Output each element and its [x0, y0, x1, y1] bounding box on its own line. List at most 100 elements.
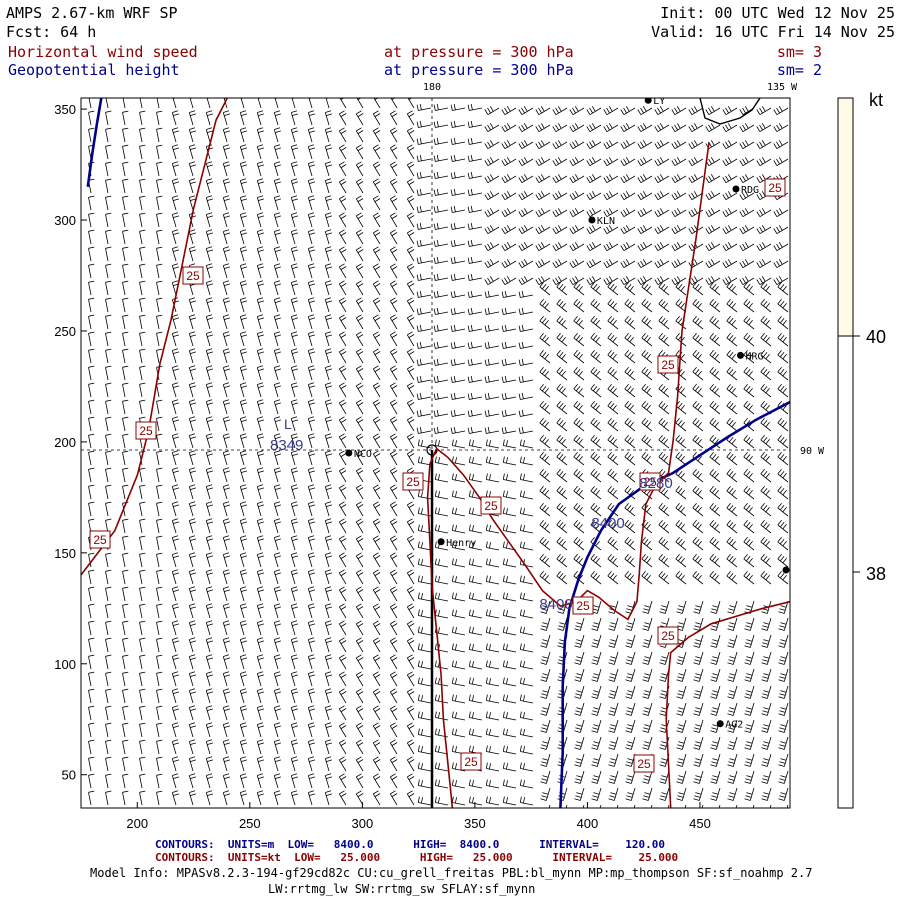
wind-barb [658, 451, 670, 466]
wind-barb [389, 416, 398, 432]
field2-name: Geopotential height [8, 61, 180, 79]
wind-barb [239, 229, 248, 245]
wind-barb [468, 439, 483, 449]
wind-barb [722, 123, 738, 133]
wind-barb [372, 195, 381, 211]
wind-barb [389, 144, 398, 160]
wind-barb [188, 671, 197, 687]
wind-barb [188, 654, 197, 670]
height-contour-line [559, 400, 790, 808]
wind-barb [105, 484, 112, 500]
wind-barb [726, 451, 738, 466]
wind-barb [573, 485, 585, 500]
wind-barb [389, 773, 398, 789]
wind-barb [501, 358, 517, 366]
wind-barb [502, 626, 517, 636]
wind-barb [171, 331, 180, 347]
wind-barb [205, 127, 214, 143]
wind-barb [256, 212, 265, 228]
wind-barb [417, 558, 432, 568]
wind-barb [307, 756, 316, 772]
wind-barb [139, 569, 146, 585]
wind-barb [338, 535, 347, 551]
wind-barb [417, 490, 432, 500]
wind-barb [372, 637, 381, 653]
wind-barb [502, 728, 517, 738]
wind-barb [256, 603, 265, 619]
wind-barb [518, 307, 534, 315]
wind-barb [222, 467, 231, 483]
wind-barb [290, 688, 299, 704]
wind-barb [692, 536, 704, 551]
wind-barb [535, 123, 551, 133]
wind-barb [692, 451, 704, 466]
wind-barb [372, 212, 381, 228]
wind-barb [416, 409, 432, 417]
wind-barb [406, 671, 415, 687]
wind-barb [290, 450, 299, 466]
wind-barb [450, 103, 466, 111]
wind-barb [139, 144, 146, 160]
wind-barb [105, 467, 112, 483]
wind-barb [290, 263, 299, 279]
wind-barb [692, 315, 704, 330]
wind-barb [171, 552, 180, 568]
wind-barb [188, 161, 197, 177]
wind-barb [485, 728, 500, 738]
wind-barb [467, 154, 483, 162]
wind-barb [338, 297, 347, 313]
wind-barb [756, 123, 772, 133]
wind-barb [739, 242, 755, 252]
wind-barb [122, 586, 129, 602]
wind-barb [406, 790, 415, 806]
wind-barb [574, 787, 585, 801]
wind-barb [273, 263, 282, 279]
wind-barb [273, 280, 282, 296]
speed-label-box [135, 421, 157, 440]
wind-barb [273, 161, 282, 177]
wind-barb [616, 804, 619, 808]
wind-barb [676, 787, 687, 801]
wind-barb [222, 399, 231, 415]
wind-barb [417, 575, 432, 585]
wind-barb [501, 375, 517, 383]
wind-barb [389, 671, 398, 687]
wind-barb [88, 671, 95, 687]
wind-barb [188, 110, 197, 126]
wind-barb [416, 137, 432, 145]
wind-barb [139, 297, 146, 313]
wind-barb [389, 161, 398, 177]
wind-barb [519, 592, 534, 602]
wind-barb [450, 341, 466, 349]
wind-barb [688, 174, 704, 184]
wind-barb [324, 246, 333, 262]
wind-barb [338, 569, 347, 585]
wind-barb [773, 225, 789, 235]
wind-barb [389, 501, 398, 517]
wind-barb [761, 787, 772, 801]
wind-barb [484, 409, 500, 417]
wind-barb [591, 702, 602, 716]
wind-barb [105, 552, 112, 568]
wind-barb [535, 208, 551, 218]
height-contour-label: 8349 [270, 437, 303, 454]
wind-barb [307, 569, 316, 585]
wind-barb [641, 366, 653, 381]
wind-barb [744, 617, 755, 631]
wind-barb [355, 484, 364, 500]
station-label: HRG [745, 351, 763, 362]
wind-barb [417, 711, 432, 721]
wind-barb [705, 259, 721, 269]
wind-barb [416, 375, 432, 383]
wind-barb [518, 259, 534, 269]
wind-barb [676, 617, 687, 631]
wind-barb [484, 157, 500, 167]
wind-barb [324, 416, 333, 432]
wind-barb [450, 375, 466, 383]
wind-barb [675, 315, 687, 330]
wind-barb [389, 484, 398, 500]
wind-barb [641, 281, 653, 296]
y-tick-label: 350 [54, 102, 76, 117]
wind-barb [88, 722, 95, 738]
wind-barb [239, 620, 248, 636]
